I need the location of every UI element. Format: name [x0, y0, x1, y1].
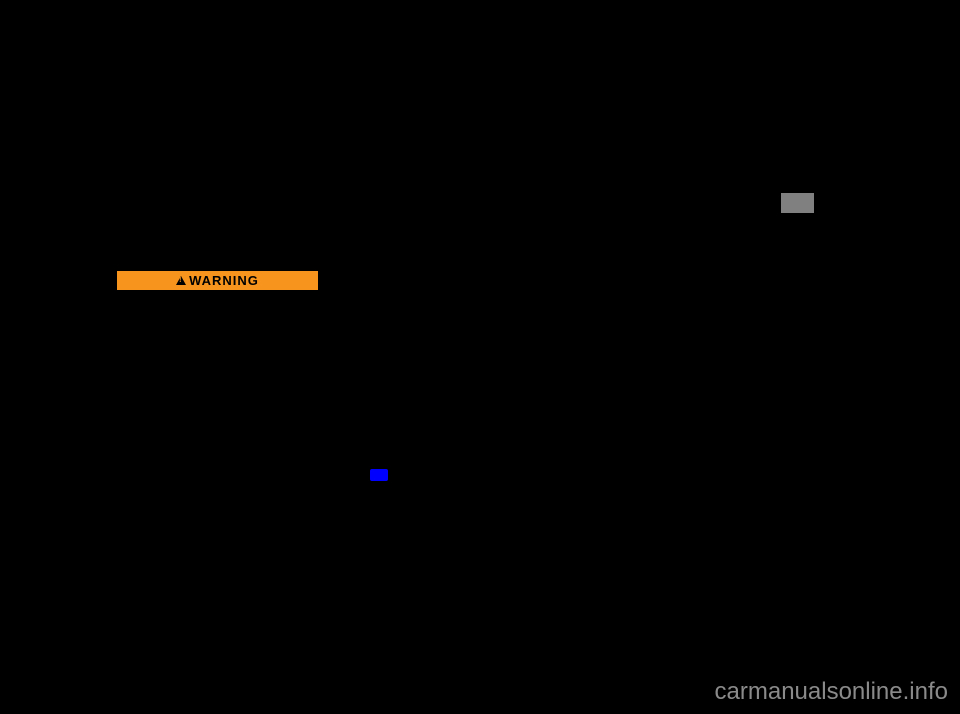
section-tab — [781, 193, 814, 213]
blue-marker-icon — [370, 469, 388, 481]
warning-triangle-icon — [176, 276, 186, 285]
manual-page: WARNING carmanualsonline.info — [0, 0, 960, 714]
watermark-text: carmanualsonline.info — [715, 678, 948, 706]
warning-label: WARNING — [189, 273, 259, 288]
warning-inner: WARNING — [176, 273, 259, 288]
warning-banner: WARNING — [115, 267, 320, 291]
